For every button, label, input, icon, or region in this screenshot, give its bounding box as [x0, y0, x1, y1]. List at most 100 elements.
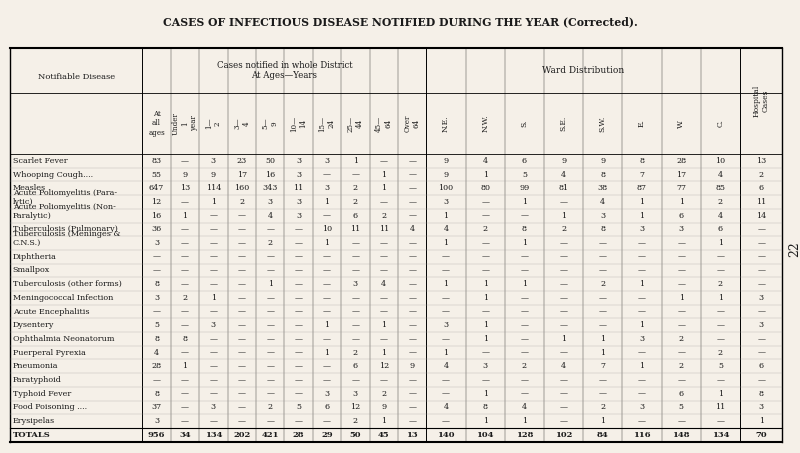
Text: 1: 1 — [182, 212, 187, 220]
Text: 6: 6 — [758, 362, 764, 371]
Text: —: — — [408, 308, 416, 316]
Text: —: — — [266, 266, 274, 275]
Text: Scarlet Fever: Scarlet Fever — [13, 157, 67, 165]
Text: 1: 1 — [522, 198, 527, 206]
Text: 2: 2 — [353, 198, 358, 206]
Text: 1: 1 — [382, 417, 386, 425]
Text: —: — — [266, 335, 274, 343]
Text: —: — — [481, 349, 489, 357]
Text: 3: 3 — [353, 390, 358, 398]
Text: —: — — [758, 225, 766, 233]
Text: —: — — [238, 212, 246, 220]
Text: —: — — [238, 308, 246, 316]
Text: 7: 7 — [600, 362, 606, 371]
Text: —: — — [758, 253, 766, 261]
Text: —: — — [294, 335, 302, 343]
Text: 3: 3 — [758, 294, 764, 302]
Text: —: — — [351, 321, 359, 329]
Text: 4: 4 — [718, 212, 723, 220]
Text: 1: 1 — [718, 239, 723, 247]
Text: Paratyphoid: Paratyphoid — [13, 376, 62, 384]
Text: 1: 1 — [522, 239, 527, 247]
Text: 9: 9 — [211, 171, 216, 178]
Text: —: — — [408, 212, 416, 220]
Text: —: — — [181, 157, 189, 165]
Text: 2: 2 — [482, 225, 488, 233]
Text: 16: 16 — [151, 212, 162, 220]
Text: —: — — [153, 376, 161, 384]
Text: 6: 6 — [678, 212, 684, 220]
Text: —: — — [481, 253, 489, 261]
Text: —: — — [481, 376, 489, 384]
Text: —: — — [481, 308, 489, 316]
Text: 9: 9 — [561, 157, 566, 165]
Text: Pneumonia: Pneumonia — [13, 362, 58, 371]
Text: 140: 140 — [438, 431, 454, 439]
Text: Hospital
Cases: Hospital Cases — [753, 85, 770, 117]
Text: 13: 13 — [756, 157, 766, 165]
Text: 34: 34 — [179, 431, 191, 439]
Text: 12: 12 — [151, 198, 162, 206]
Text: —: — — [210, 239, 218, 247]
Text: 1: 1 — [382, 171, 386, 178]
Text: 8: 8 — [154, 390, 159, 398]
Text: S.W.: S.W. — [598, 116, 606, 131]
Text: 10—
14: 10— 14 — [290, 116, 307, 131]
Text: —: — — [481, 239, 489, 247]
Text: 3: 3 — [600, 212, 606, 220]
Text: 1: 1 — [211, 294, 216, 302]
Text: —: — — [380, 308, 388, 316]
Text: 4: 4 — [522, 404, 527, 411]
Text: —: — — [266, 294, 274, 302]
Text: 1: 1 — [561, 212, 566, 220]
Text: 128: 128 — [516, 431, 533, 439]
Text: —: — — [380, 253, 388, 261]
Text: 3: 3 — [443, 198, 449, 206]
Text: —: — — [408, 321, 416, 329]
Text: —: — — [559, 266, 567, 275]
Text: 10: 10 — [715, 157, 726, 165]
Text: —: — — [294, 266, 302, 275]
Text: —: — — [210, 225, 218, 233]
Text: S.E.: S.E. — [559, 116, 567, 131]
Text: —: — — [716, 335, 724, 343]
Text: 148: 148 — [672, 431, 690, 439]
Text: 2: 2 — [353, 417, 358, 425]
Text: —: — — [559, 280, 567, 288]
Text: 3: 3 — [325, 390, 330, 398]
Text: 85: 85 — [715, 184, 726, 192]
Text: 6: 6 — [325, 404, 330, 411]
Text: 8: 8 — [482, 404, 488, 411]
Text: 17: 17 — [237, 171, 247, 178]
Text: —: — — [181, 253, 189, 261]
Text: 1: 1 — [443, 239, 449, 247]
Text: 3: 3 — [325, 184, 330, 192]
Text: 3: 3 — [758, 321, 764, 329]
Text: Tuberculosis (Pulmonary): Tuberculosis (Pulmonary) — [13, 225, 118, 233]
Text: —: — — [638, 253, 646, 261]
Text: —: — — [442, 376, 450, 384]
Text: 4: 4 — [443, 404, 449, 411]
Text: —: — — [210, 280, 218, 288]
Text: 4: 4 — [382, 280, 386, 288]
Text: —: — — [210, 417, 218, 425]
Text: 2: 2 — [382, 212, 386, 220]
Text: —: — — [266, 308, 274, 316]
Text: 11: 11 — [756, 198, 766, 206]
Text: —: — — [294, 349, 302, 357]
Text: 1: 1 — [758, 417, 764, 425]
Text: 1: 1 — [182, 362, 187, 371]
Text: 4: 4 — [443, 225, 449, 233]
Text: Cases notified in whole District
At Ages—Years: Cases notified in whole District At Ages… — [217, 61, 352, 80]
Text: 3: 3 — [211, 404, 216, 411]
Text: 36: 36 — [151, 225, 162, 233]
Text: 4: 4 — [718, 171, 723, 178]
Text: —: — — [598, 253, 606, 261]
Text: 1: 1 — [382, 321, 386, 329]
Text: —: — — [294, 239, 302, 247]
Text: —: — — [294, 225, 302, 233]
Text: —: — — [266, 390, 274, 398]
Text: N.W.: N.W. — [481, 115, 489, 132]
Text: —: — — [442, 266, 450, 275]
Text: —: — — [520, 376, 528, 384]
